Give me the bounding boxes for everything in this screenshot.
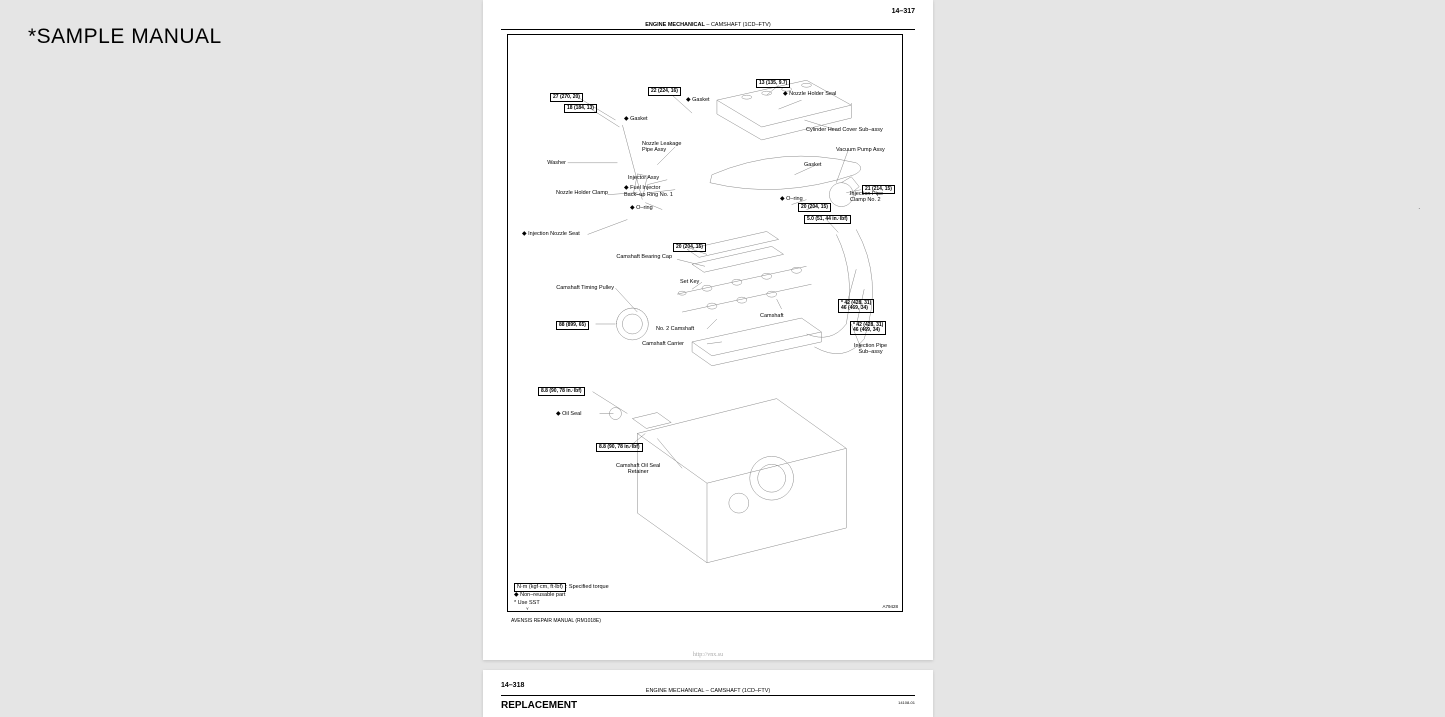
exploded-diagram: 27 (270, 20) 18 (184, 13) 22 (224, 16) 1… [507,34,903,612]
tri-icon: ◆ [783,91,788,97]
manual-page-1: 14–317 ENGINE MECHANICAL – CAMSHAFT (1CD… [483,0,933,660]
torque-5: 5.0 (51, 44 in.·lbf) [804,215,851,224]
torque-88: 88 (899, 65) [556,321,589,330]
label-set-key: Set Key [680,279,699,285]
header-topic: CAMSHAFT (1CD–FTV) [711,22,771,28]
label-vacuum-pump: Vacuum Pump Assy [836,147,885,153]
sample-watermark: *SAMPLE MANUAL [28,25,222,49]
label-oring2: O–ring [786,196,803,202]
tri-icon: ◆ [556,411,561,417]
tri-icon: ◆ [624,116,629,122]
torque-20b: 20 (204, 15) [673,243,706,252]
label-camshaft-carrier: Camshaft Carrier [628,341,684,347]
label-camshaft-oil-seal-retainer: Camshaft Oil Seal Retainer [616,463,660,475]
page-header: ENGINE MECHANICAL – CAMSHAFT (1CD–FTV) [501,688,915,696]
label-oil-seal: Oil Seal [562,411,581,417]
label-nozzle-holder-seal: Nozzle Holder Seal [789,91,836,97]
tri-icon: ◆ [630,205,635,211]
label-injector-assy: Injector Assy [628,175,659,181]
label-camshaft-timing-pulley: Camshaft Timing Pulley [526,285,614,291]
torque-22: 22 (224, 16) [648,87,681,96]
figure-id: A79428 [882,604,898,609]
label-oring1: O–ring [636,205,653,211]
diagram-legend: N·m (kgf·cm, ft·lbf): Specified torque ◆… [514,583,609,607]
label-camshaft: Camshaft [760,313,784,319]
header-section: ENGINE MECHANICAL [646,688,704,694]
label-cyl-head-cover: Cylinder Head Cover Sub–assy [806,127,883,133]
legend-torque-box: N·m (kgf·cm, ft·lbf) [514,583,566,592]
tri-icon: ◆ [624,185,629,191]
flick-mark: Y [526,606,529,611]
label-washer: Washer [536,160,566,166]
label-gasket1: Gasket [692,97,709,103]
label-nozzle-holder-clamp: Nozzle Holder Clamp [522,190,608,196]
label-camshaft-bearing-cap: Camshaft Bearing Cap [596,254,672,260]
tri-icon: ◆ [514,592,519,598]
legend-torque-after: : Specified torque [566,584,609,590]
torque-27: 27 (270, 20) [550,93,583,102]
section-code: 14108-01 [898,700,915,705]
torque-42b: * 42 (428, 31) 46 (469, 34) [850,321,886,335]
stray-dot: . [1418,205,1420,211]
tri-icon: ◆ [780,196,785,202]
label-gasket3: Gasket [804,162,821,168]
torque-8a: 8.8 (90, 78 in.·lbf) [538,387,585,396]
manual-id: AVENSIS REPAIR MANUAL (RM1018E) [511,618,601,624]
label-injection-pipe-subassy: Injection Pipe Sub–assy [854,343,887,355]
header-section: ENGINE MECHANICAL [645,22,705,28]
label-nozzle-leakage: Nozzle Leakage Pipe Assy [642,141,681,153]
torque-42a: * 42 (428, 31) 46 (469, 34) [838,299,874,313]
tri-icon: ◆ [522,231,527,237]
page-header: ENGINE MECHANICAL – CAMSHAFT (1CD–FTV) [501,22,915,30]
label-no2-camshaft: No. 2 Camshaft [656,326,694,332]
torque-8b: 8.8 (90, 78 in.·lbf) [596,443,643,452]
section-title: REPLACEMENT [501,700,577,711]
torque-20a: 20 (204, 15) [798,203,831,212]
legend-nonreusable: Non–reusable part [520,592,565,598]
label-gasket2: Gasket [630,116,647,122]
label-fuel-injector: Fuel Injector Back–up Ring No. 1 [624,185,673,198]
manual-page-2: 14–318 ENGINE MECHANICAL – CAMSHAFT (1CD… [483,670,933,717]
torque-13: 13 (135, 9.7) [756,79,790,88]
tri-icon: ◆ [686,97,691,103]
source-url: http://vnx.su [693,652,723,658]
label-injection-pipe-clamp2: Injection Pipe Clamp No. 2 [850,191,883,203]
label-injection-nozzle-seat: Injection Nozzle Seat [528,231,580,237]
header-topic: CAMSHAFT (1CD–FTV) [710,688,770,694]
page-number: 14–317 [892,8,915,15]
torque-18: 18 (184, 13) [564,104,597,113]
